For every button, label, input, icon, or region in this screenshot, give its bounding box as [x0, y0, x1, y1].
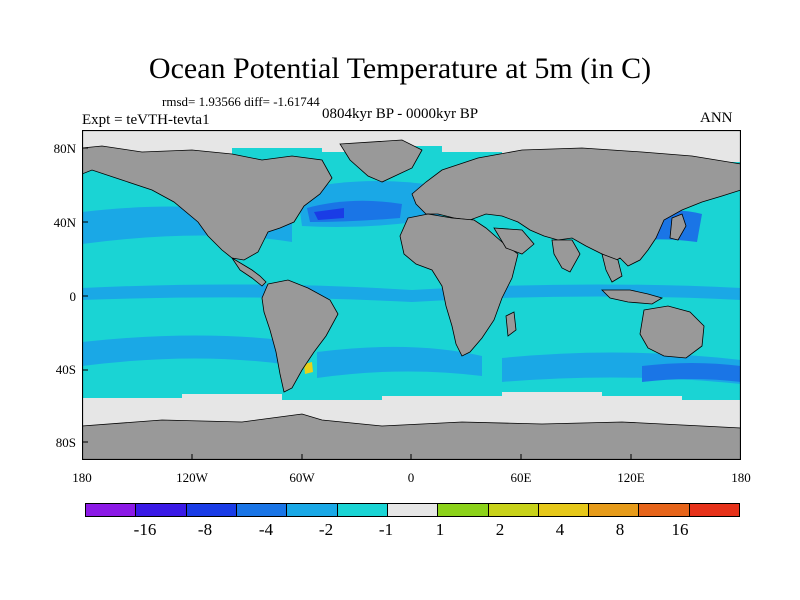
- japan: [669, 213, 687, 241]
- world-map: [82, 130, 741, 460]
- colorbar-label-m16: -16: [133, 520, 157, 539]
- north-atlantic-deep: [314, 208, 344, 220]
- x-tick-180e: 180: [731, 470, 751, 485]
- x-tick-180w: 180: [72, 470, 92, 485]
- colorbar-label-4: 4: [555, 520, 565, 539]
- colorbar-label-m8: -8: [197, 520, 213, 539]
- africa: [399, 213, 519, 357]
- period-label: 0804kyr BP - 0000kyr BP: [322, 106, 479, 122]
- eurasia: [411, 147, 741, 267]
- y-tick-80n: 80N: [53, 141, 76, 156]
- colorbar-swatch-4: [287, 504, 338, 516]
- season-label: ANN: [700, 110, 733, 126]
- north-america: [82, 145, 333, 261]
- colorbar: [85, 503, 740, 517]
- y-tick-40n: 40N: [53, 215, 76, 230]
- x-tick-120w: 120W: [176, 470, 208, 485]
- south-pacific-west-cool: [642, 363, 741, 382]
- colorbar-swatch-2: [186, 504, 237, 516]
- south-america: [261, 279, 339, 393]
- south-pacific-cool: [82, 335, 282, 366]
- colorbar-label-m1: -1: [378, 520, 394, 539]
- colorbar-label-1: 1: [435, 520, 445, 539]
- colorbar-swatch-5: [337, 504, 388, 516]
- colorbar-swatch-10: [589, 504, 640, 516]
- land-masses: [82, 139, 741, 460]
- antarctica: [82, 413, 741, 460]
- colorbar-swatch-0: [86, 504, 137, 516]
- colorbar-swatch-6: [387, 504, 439, 516]
- colorbar-label-2: 2: [495, 520, 505, 539]
- colorbar-swatch-7: [438, 504, 489, 516]
- colorbar-swatch-9: [538, 504, 590, 516]
- colorbar-label-16: 16: [671, 520, 689, 539]
- x-tick-60w: 60W: [289, 470, 315, 485]
- indonesia: [601, 289, 663, 305]
- colorbar-label-m2: -2: [318, 520, 334, 539]
- central-america: [231, 257, 267, 287]
- tick-marks: [82, 147, 632, 460]
- warm-spot: [304, 362, 313, 374]
- southeast-asia: [601, 253, 623, 283]
- madagascar: [505, 311, 517, 337]
- colorbar-label-m4: -4: [258, 520, 274, 539]
- arabia: [493, 227, 535, 255]
- colorbar-label-8: 8: [615, 520, 625, 539]
- x-tick-60e: 60E: [510, 470, 532, 485]
- stats-label: rmsd= 1.93566 diff= -1.61744: [162, 94, 320, 109]
- india: [551, 239, 581, 273]
- colorbar-swatch-12: [689, 504, 740, 516]
- greenland: [339, 139, 423, 183]
- southern-neutral: [82, 392, 741, 430]
- colorbar-swatch-8: [488, 504, 539, 516]
- x-tick-0: 0: [407, 470, 415, 485]
- plot-title: Ocean Potential Temperature at 5m (in C): [148, 52, 652, 85]
- experiment-label: Expt = teVTH-tevta1: [82, 112, 210, 128]
- x-tick-120e: 120E: [617, 470, 645, 485]
- tropical-cool-band: [82, 284, 741, 302]
- australia: [639, 305, 705, 359]
- colorbar-swatch-3: [236, 504, 288, 516]
- south-atlantic-cool: [317, 346, 482, 378]
- y-tick-40s: 40S: [55, 362, 76, 377]
- y-tick-80s: 80S: [55, 435, 76, 450]
- colorbar-swatch-11: [639, 504, 690, 516]
- y-tick-0: 0: [69, 289, 77, 304]
- colorbar-swatch-1: [136, 504, 187, 516]
